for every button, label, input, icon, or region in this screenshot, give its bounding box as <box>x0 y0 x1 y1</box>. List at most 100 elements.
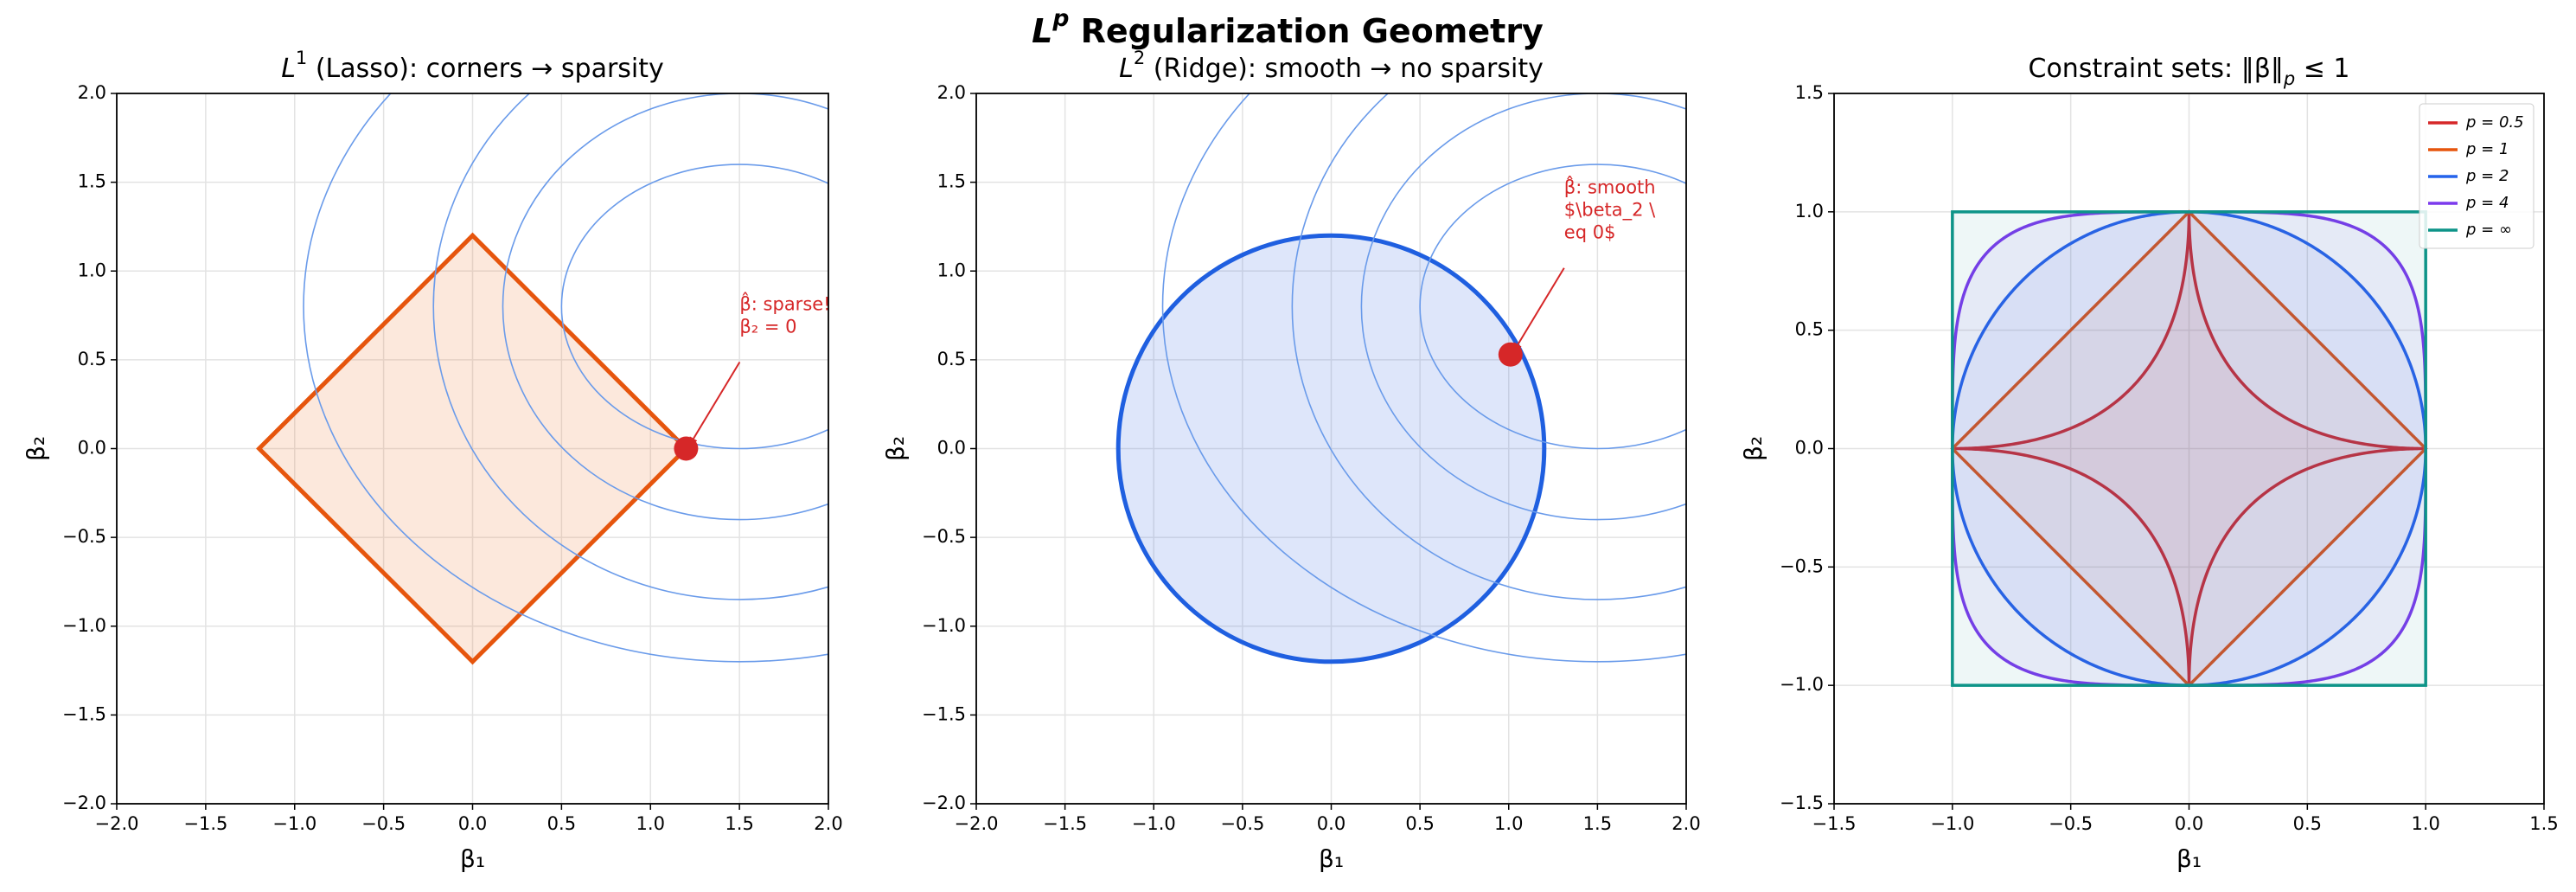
y-tick-label: 1.5 <box>78 171 106 192</box>
x-tick-label: 2.0 <box>1672 813 1700 834</box>
y-tick-label: 2.0 <box>78 82 106 103</box>
title-part: ≤ 1 <box>2295 54 2349 84</box>
x-tick-label: 1.5 <box>1583 813 1612 834</box>
y-tick-label: −1.0 <box>1780 674 1824 695</box>
loss-contour <box>1161 93 1686 663</box>
title-part: Constraint sets: ‖β‖ <box>2029 54 2284 84</box>
annotation: eq 0$ <box>1564 222 1616 243</box>
y-axis-label: β₂ <box>22 436 50 461</box>
annotation: β̂: sparse! <box>739 292 830 315</box>
y-tick-label: 0.5 <box>78 349 106 369</box>
x-tick-label: −0.5 <box>2049 813 2093 834</box>
x-tick-label: 1.0 <box>2411 813 2439 834</box>
title-part: p <box>2283 68 2295 89</box>
x-tick-label: 0.5 <box>1405 813 1434 834</box>
axes-title: Constraint sets: ‖β‖p ≤ 1 <box>2029 54 2350 90</box>
y-tick-label: 0.0 <box>937 438 966 459</box>
legend-label: p = 0.5 <box>2465 113 2524 132</box>
y-tick-label: −0.5 <box>62 526 106 547</box>
title-part: (Ridge): smooth → no sparsity <box>1145 54 1544 84</box>
solution-point <box>674 436 699 461</box>
y-tick-label: −1.5 <box>922 703 966 724</box>
x-tick-label: −2.0 <box>955 813 999 834</box>
loss-contour <box>1291 93 1686 600</box>
annotation-arrow <box>688 361 741 446</box>
y-tick-label: 1.5 <box>937 171 966 192</box>
x-tick-label: −1.0 <box>272 813 316 834</box>
title-part: L <box>1032 12 1052 50</box>
y-tick-label: 2.0 <box>937 82 966 103</box>
y-tick-label: 1.0 <box>1795 201 1824 221</box>
x-tick-label: −1.0 <box>1930 813 1974 834</box>
x-tick-label: −1.0 <box>1132 813 1176 834</box>
y-tick-label: 1.5 <box>1795 82 1824 103</box>
constraint-region <box>1115 233 1547 664</box>
x-tick-label: 1.5 <box>2529 813 2558 834</box>
loss-contour <box>502 93 828 521</box>
x-axis-label: β₁ <box>460 844 485 873</box>
x-tick-label: 1.0 <box>636 813 665 834</box>
title-part: p <box>1051 5 1069 32</box>
title-part: (Lasso): corners → sparsity <box>307 54 663 84</box>
y-tick-label: 0.5 <box>1795 319 1824 340</box>
figure-title: Lp Regularization Geometry <box>1032 5 1544 50</box>
plot-area <box>1115 93 1686 664</box>
y-tick-label: −2.0 <box>922 793 966 813</box>
x-tick-label: 0.0 <box>1317 813 1346 834</box>
y-tick-label: −1.5 <box>1780 793 1824 813</box>
axes-frame <box>1833 93 2545 805</box>
y-tick-label: −0.5 <box>922 526 966 547</box>
axes-frame <box>975 93 1687 805</box>
loss-contour <box>432 93 828 600</box>
x-tick-label: −1.5 <box>1043 813 1087 834</box>
title-part: L <box>1119 54 1134 84</box>
annotation: β̂: smooth <box>1564 176 1656 198</box>
plot-area <box>256 93 828 665</box>
loss-contour <box>1360 93 1686 521</box>
title-part: 1 <box>296 48 307 68</box>
legend-label: p = 2 <box>2465 167 2509 185</box>
x-tick-label: 0.0 <box>2175 813 2203 834</box>
y-tick-label: 0.5 <box>937 349 966 369</box>
x-tick-label: −1.5 <box>1812 813 1857 834</box>
legend-label: p = 1 <box>2465 140 2509 158</box>
title-part: Regularization Geometry <box>1069 12 1544 50</box>
loss-contour <box>560 164 828 450</box>
axes-title: L1 (Lasso): corners → sparsity <box>281 48 664 84</box>
annotation-arrow <box>1512 267 1565 352</box>
y-tick-label: −1.0 <box>922 615 966 636</box>
x-axis-label: β₁ <box>1319 844 1344 873</box>
x-tick-label: −0.5 <box>1220 813 1264 834</box>
panel: −1.5 −1.0 −0.5 0.0 0.5 1.0 1.5 −1.5 −1.0 −0.5 0.0 0… <box>1739 54 2559 874</box>
legend: p = 0.5 p = 1 p = 2 p = 4 p = ∞ <box>2419 103 2534 249</box>
x-tick-label: −1.5 <box>183 813 227 834</box>
axes-title: L2 (Ridge): smooth → no sparsity <box>1119 48 1544 84</box>
title-part: L <box>281 54 296 84</box>
y-tick-label: 0.0 <box>1795 438 1824 459</box>
x-tick-label: 1.0 <box>1494 813 1523 834</box>
unit-ball <box>1951 210 2427 687</box>
constraint-region <box>256 232 689 665</box>
x-tick-label: 0.0 <box>458 813 487 834</box>
y-axis-label: β₂ <box>1739 436 1767 461</box>
loss-contour <box>1419 164 1686 450</box>
x-tick-label: −2.0 <box>95 813 139 834</box>
x-tick-label: 0.5 <box>2293 813 2322 834</box>
plot-area <box>1950 209 2428 688</box>
y-tick-label: −1.5 <box>62 703 106 724</box>
loss-contour <box>303 93 828 663</box>
panel: −2.0 −1.5 −1.0 −0.5 0.0 0.5 1.0 1.5 2.0 −2.0 −1.5 −… <box>22 48 843 873</box>
panel: −2.0 −1.5 −1.0 −0.5 0.0 0.5 1.0 1.5 2.0 −2.0 −1.5 −… <box>881 48 1701 873</box>
x-tick-label: −0.5 <box>361 813 406 834</box>
y-tick-label: −0.5 <box>1780 555 1824 576</box>
legend-box <box>2419 103 2534 249</box>
y-tick-label: −1.0 <box>62 615 106 636</box>
annotation: $\beta_2 \ <box>1564 200 1656 221</box>
x-tick-label: 0.5 <box>547 813 576 834</box>
y-tick-label: 0.0 <box>78 438 106 459</box>
y-tick-label: 1.0 <box>937 260 966 280</box>
unit-ball <box>1952 211 2426 686</box>
y-tick-label: 1.0 <box>78 260 106 280</box>
